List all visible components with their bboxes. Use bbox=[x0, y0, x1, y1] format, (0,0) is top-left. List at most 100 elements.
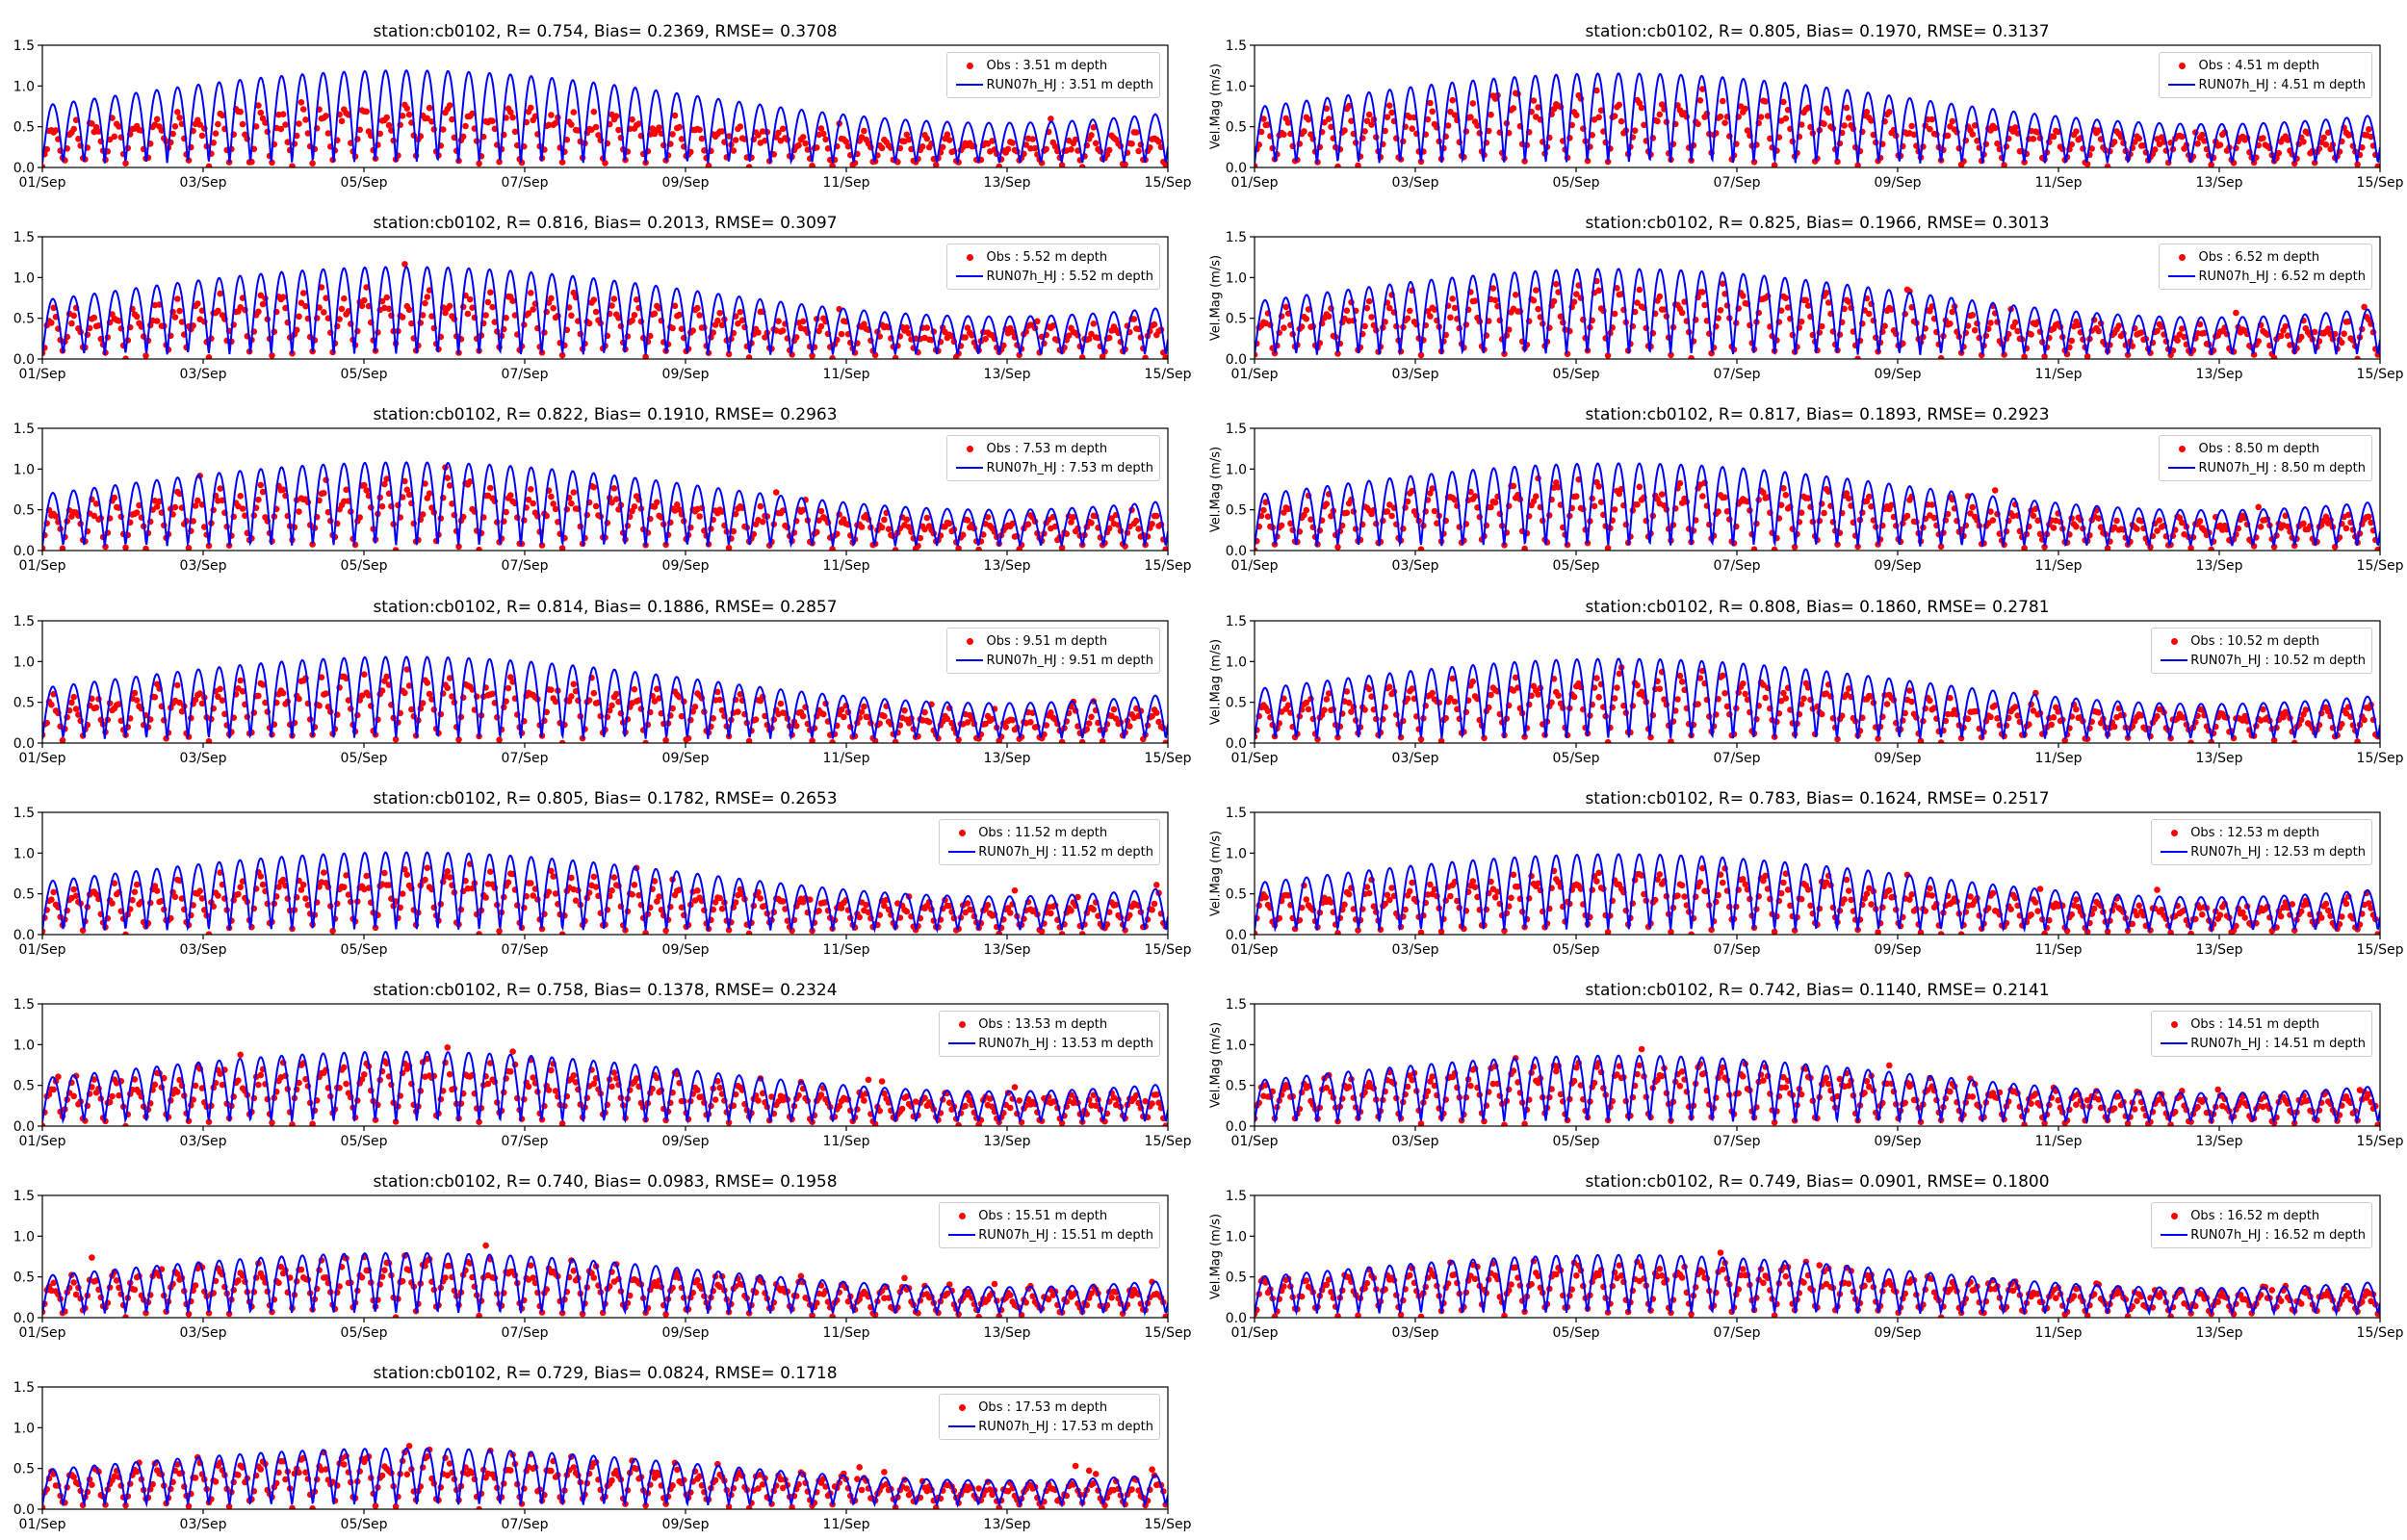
obs-point bbox=[2196, 134, 2204, 141]
obs-point bbox=[272, 124, 280, 132]
obs-point bbox=[572, 687, 580, 695]
obs-point bbox=[1461, 344, 1467, 351]
obs-point bbox=[1350, 508, 1358, 515]
obs-point bbox=[190, 902, 196, 909]
obs-point bbox=[1078, 541, 1086, 549]
obs-point bbox=[644, 721, 652, 729]
obs-point bbox=[399, 687, 406, 694]
obs-point bbox=[388, 502, 395, 510]
obs-point bbox=[1717, 113, 1724, 120]
obs-point bbox=[1368, 876, 1375, 884]
obs-point bbox=[1692, 701, 1699, 708]
obs-point bbox=[264, 128, 272, 136]
obs-point bbox=[1000, 342, 1007, 349]
obs-point bbox=[2284, 710, 2291, 717]
obs-point bbox=[770, 151, 778, 158]
obs-point bbox=[811, 344, 818, 351]
obs-point bbox=[2284, 523, 2291, 530]
obs-point bbox=[1584, 730, 1592, 737]
obs-point bbox=[878, 897, 886, 905]
obs-point bbox=[854, 150, 861, 158]
obs-point bbox=[1467, 114, 1474, 120]
legend: Obs : 5.52 m depth RUN07h_HJ : 5.52 m dep… bbox=[946, 244, 1160, 290]
obs-point bbox=[550, 304, 556, 312]
obs-point bbox=[1427, 313, 1434, 320]
obs-point bbox=[980, 141, 987, 149]
obs-point bbox=[1038, 333, 1046, 341]
obs-point bbox=[149, 317, 156, 324]
obs-point bbox=[2134, 526, 2140, 532]
obs-point bbox=[1000, 526, 1007, 534]
obs-point bbox=[2270, 354, 2278, 359]
obs-point bbox=[2169, 716, 2177, 723]
obs-point bbox=[284, 698, 292, 706]
obs-point bbox=[1701, 114, 1708, 120]
obs-point bbox=[1417, 546, 1425, 551]
obs-point bbox=[2214, 523, 2221, 530]
obs-point bbox=[994, 150, 1000, 158]
obs-point bbox=[1827, 310, 1834, 318]
obs-point bbox=[2003, 335, 2010, 343]
obs-point bbox=[1011, 726, 1019, 733]
y-tick-label: 1.0 bbox=[13, 462, 35, 477]
legend: Obs : 8.50 m depth RUN07h_HJ : 8.50 m dep… bbox=[2159, 435, 2372, 481]
obs-point bbox=[2359, 143, 2366, 151]
obs-point bbox=[935, 734, 942, 742]
obs-point bbox=[466, 683, 474, 690]
obs-point bbox=[1622, 709, 1630, 716]
obs-point bbox=[2260, 706, 2266, 713]
obs-point bbox=[1809, 706, 1817, 712]
obs-point bbox=[577, 330, 584, 338]
obs-point bbox=[1589, 495, 1595, 502]
obs-point bbox=[768, 346, 775, 352]
obs-point bbox=[1099, 155, 1106, 163]
obs-point bbox=[181, 331, 188, 338]
obs-point bbox=[2237, 329, 2244, 336]
x-tick-label: 07/Sep bbox=[502, 942, 549, 958]
obs-point bbox=[1804, 495, 1812, 501]
obs-point bbox=[1409, 685, 1415, 692]
obs-point bbox=[323, 880, 329, 886]
obs-point bbox=[847, 914, 854, 921]
obs-point bbox=[971, 339, 978, 346]
obs-point bbox=[1962, 522, 1970, 529]
obs-point bbox=[1434, 892, 1440, 900]
obs-point bbox=[637, 706, 645, 712]
obs-point bbox=[1976, 144, 1983, 151]
obs-point bbox=[1512, 883, 1519, 890]
obs-point bbox=[923, 324, 931, 331]
obs-point bbox=[1577, 504, 1585, 512]
obs-point bbox=[52, 901, 60, 909]
obs-point bbox=[1330, 507, 1337, 515]
obs-point bbox=[2307, 523, 2314, 529]
obs-point bbox=[1325, 690, 1333, 697]
obs-point bbox=[2174, 715, 2181, 722]
obs-point bbox=[1112, 715, 1120, 722]
obs-point bbox=[1341, 698, 1348, 705]
obs-point bbox=[597, 513, 605, 520]
obs-point bbox=[950, 725, 958, 732]
obs-point bbox=[358, 107, 366, 114]
obs-point bbox=[725, 544, 733, 551]
obs-point bbox=[817, 900, 825, 907]
obs-point bbox=[1255, 145, 1260, 153]
obs-point bbox=[70, 312, 77, 320]
obs-point bbox=[1787, 315, 1794, 322]
obs-point bbox=[973, 538, 980, 545]
obs-point bbox=[1791, 731, 1799, 738]
obs-point bbox=[1710, 131, 1718, 139]
obs-point bbox=[2356, 151, 2364, 159]
obs-point bbox=[1505, 502, 1513, 509]
obs-point bbox=[2341, 330, 2347, 338]
obs-point bbox=[1298, 514, 1306, 522]
x-tick-label: 11/Sep bbox=[823, 175, 870, 191]
obs-point bbox=[190, 518, 196, 525]
obs-point bbox=[1651, 310, 1659, 318]
obs-point bbox=[1940, 727, 1947, 734]
obs-point bbox=[2016, 718, 2024, 726]
obs-point bbox=[2110, 329, 2118, 337]
obs-point bbox=[831, 156, 839, 164]
obs-point bbox=[615, 506, 622, 513]
obs-point bbox=[908, 336, 915, 343]
obs-point bbox=[935, 924, 942, 931]
